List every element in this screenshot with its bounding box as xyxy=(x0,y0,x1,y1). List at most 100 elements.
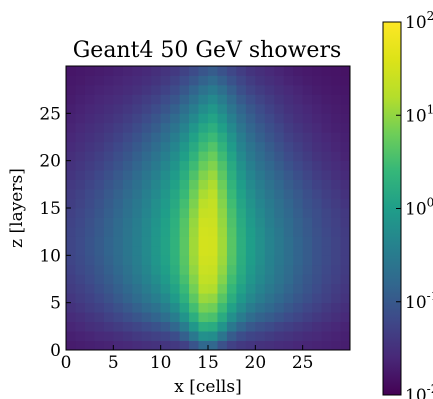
heatmap-cell xyxy=(293,160,304,171)
heatmap-cell xyxy=(245,312,256,322)
heatmap-cell xyxy=(302,331,313,341)
heatmap-cell xyxy=(331,283,341,294)
heatmap-cell xyxy=(189,189,199,199)
heatmap-cell xyxy=(189,84,199,95)
heatmap-cell xyxy=(245,293,256,304)
heatmap-cell xyxy=(340,94,351,105)
heatmap-cell xyxy=(226,122,237,133)
heatmap-cell xyxy=(321,170,332,180)
heatmap-cell xyxy=(302,170,313,180)
heatmap-cell xyxy=(217,189,228,199)
heatmap-cell xyxy=(245,264,256,275)
heatmap-cell xyxy=(151,321,162,332)
heatmap-cell xyxy=(113,141,124,152)
heatmap-cell xyxy=(255,122,266,133)
heatmap-cell xyxy=(179,302,190,313)
heatmap-cell xyxy=(189,141,199,152)
heatmap-cell xyxy=(312,340,322,351)
heatmap-cell xyxy=(94,84,105,95)
heatmap-cell xyxy=(141,264,152,275)
heatmap-cell xyxy=(113,66,124,76)
heatmap-cell xyxy=(321,179,332,190)
heatmap-cell xyxy=(302,75,313,86)
heatmap-cell xyxy=(132,179,143,190)
heatmap-cell xyxy=(340,312,351,322)
heatmap-cell xyxy=(312,141,322,152)
heatmap-cell xyxy=(255,331,266,341)
heatmap-cell xyxy=(217,208,228,218)
heatmap-cell xyxy=(113,245,124,256)
heatmap-cell xyxy=(151,245,162,256)
heatmap-cell xyxy=(113,160,124,171)
heatmap-cell xyxy=(113,293,124,304)
heatmap-cell xyxy=(236,170,247,180)
heatmap-cell xyxy=(293,179,304,190)
heatmap-cell xyxy=(302,189,313,199)
heatmap-cell xyxy=(331,103,341,114)
heatmap-cell xyxy=(122,293,133,304)
heatmap-cell xyxy=(170,236,180,247)
heatmap-cell xyxy=(179,283,190,294)
heatmap-cell xyxy=(122,226,133,237)
heatmap-cell xyxy=(302,132,313,143)
heatmap-cell xyxy=(94,312,105,322)
heatmap-cell xyxy=(103,312,114,322)
heatmap-cell xyxy=(302,302,313,313)
heatmap-cell xyxy=(132,122,143,133)
heatmap-cell xyxy=(198,141,209,152)
heatmap-cell xyxy=(226,245,237,256)
heatmap-cell xyxy=(217,236,228,247)
heatmap-cell xyxy=(217,170,228,180)
heatmap-cell xyxy=(75,170,86,180)
heatmap-cell xyxy=(312,302,322,313)
heatmap-cell xyxy=(75,293,86,304)
heatmap-cell xyxy=(331,293,341,304)
heatmap-cell xyxy=(151,151,162,162)
heatmap-cell xyxy=(264,255,275,266)
heatmap-cell xyxy=(255,245,266,256)
heatmap-cell xyxy=(113,122,124,133)
heatmap-cell xyxy=(103,274,114,285)
heatmap-cell xyxy=(321,113,332,124)
heatmap-cell xyxy=(302,66,313,76)
heatmap-cell xyxy=(208,113,218,124)
heatmap-cell xyxy=(113,236,124,247)
heatmap-cell xyxy=(122,208,133,218)
heatmap-cell xyxy=(236,160,247,171)
heatmap-cell xyxy=(283,274,294,285)
heatmap-cell xyxy=(141,66,152,76)
heatmap-cell xyxy=(321,132,332,143)
heatmap-cell xyxy=(198,274,209,285)
heatmap-cell xyxy=(66,312,76,322)
heatmap-cell xyxy=(151,66,162,76)
heatmap-cell xyxy=(179,160,190,171)
heatmap-cell xyxy=(245,66,256,76)
heatmap-cell xyxy=(208,198,218,209)
heatmap-cell xyxy=(283,340,294,351)
y-tick-label: 5 xyxy=(50,294,61,314)
heatmap-cell xyxy=(302,340,313,351)
heatmap-cell xyxy=(264,132,275,143)
heatmap-cell xyxy=(189,245,199,256)
heatmap-cell xyxy=(274,170,285,180)
heatmap-cell xyxy=(236,274,247,285)
heatmap-cell xyxy=(84,179,95,190)
heatmap-cell xyxy=(312,84,322,95)
heatmap-cell xyxy=(103,141,114,152)
heatmap-cell xyxy=(113,331,124,341)
heatmap-cell xyxy=(264,122,275,133)
heatmap-cell xyxy=(122,170,133,180)
heatmap-cell xyxy=(132,302,143,313)
heatmap-cell xyxy=(312,151,322,162)
heatmap-cell xyxy=(321,198,332,209)
heatmap-cell xyxy=(170,274,180,285)
heatmap-cell xyxy=(321,226,332,237)
heatmap-cell xyxy=(179,245,190,256)
heatmap-cell xyxy=(103,321,114,332)
heatmap-cell xyxy=(103,283,114,294)
x-tick-label: 20 xyxy=(245,353,267,373)
heatmap-cell xyxy=(217,179,228,190)
heatmap-cell xyxy=(94,141,105,152)
heatmap-cell xyxy=(94,302,105,313)
heatmap-cell xyxy=(264,103,275,114)
